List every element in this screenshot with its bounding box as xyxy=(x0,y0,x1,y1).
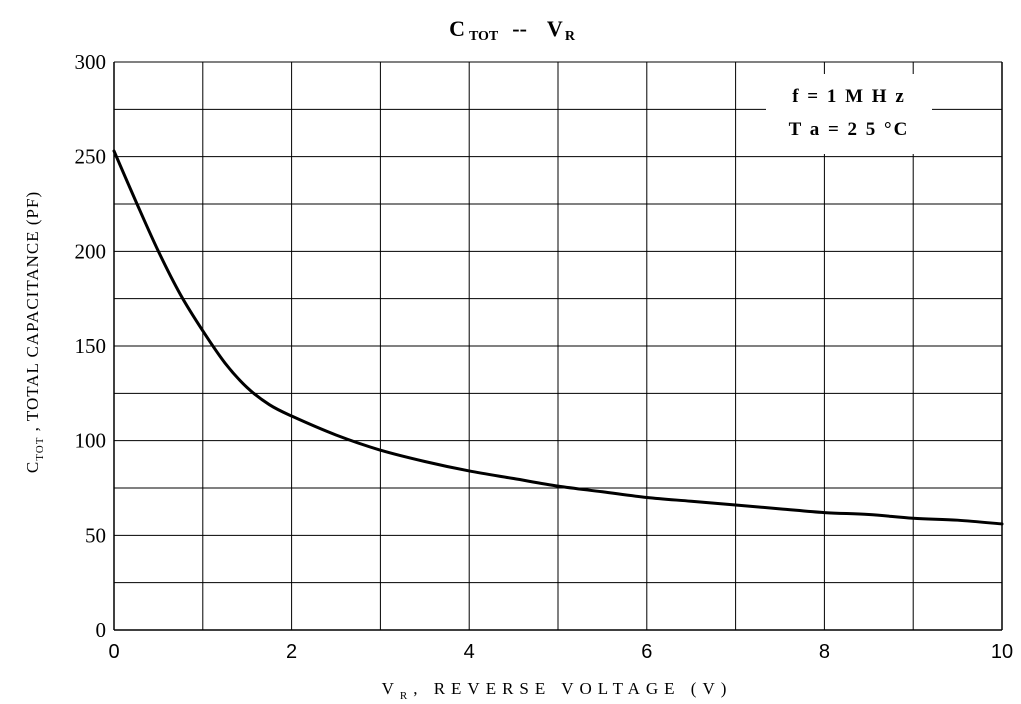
title-vr-sub: R xyxy=(565,29,576,44)
x-axis-label-v: V xyxy=(382,679,400,698)
series-line-0 xyxy=(112,149,1004,526)
y-axis-label: CTOT , TOTAL CAPACITANCE (PF) xyxy=(23,191,46,473)
y-tick-label: 250 xyxy=(75,145,107,169)
y-tick-label: 150 xyxy=(75,334,107,358)
annotation-temperature: T a = 2 5 °C xyxy=(789,119,910,140)
annotation-box xyxy=(766,74,932,154)
x-axis-label-rest: , REVERSE VOLTAGE (V) xyxy=(413,679,732,698)
y-tick-label: 100 xyxy=(75,429,107,453)
title-vr: V xyxy=(547,16,563,41)
y-axis-label-rest: , TOTAL CAPACITANCE (PF) xyxy=(23,191,42,437)
y-axis-label-c: C xyxy=(23,461,42,473)
x-tick-label: 8 xyxy=(819,641,830,663)
x-axis-label: VR, REVERSE VOLTAGE (V) xyxy=(382,679,733,702)
y-axis-label-sub: TOT xyxy=(34,437,46,461)
chart-title: C TOT -- V R xyxy=(449,16,576,44)
x-tick-label: 10 xyxy=(991,641,1013,663)
title-ctot: C xyxy=(449,16,465,41)
x-tick-label: 2 xyxy=(286,641,297,663)
x-axis-label-sub: R xyxy=(400,690,413,702)
title-ctot-sub: TOT xyxy=(469,29,499,44)
x-tick-label: 4 xyxy=(464,641,475,663)
annotation-frequency: f = 1 M H z xyxy=(792,86,906,107)
y-tick-label: 300 xyxy=(75,50,107,74)
title-separator: -- xyxy=(512,16,527,41)
curve-layer xyxy=(112,149,1004,526)
x-tick-label: 6 xyxy=(641,641,652,663)
y-tick-label: 0 xyxy=(96,618,107,642)
y-tick-label: 50 xyxy=(85,523,106,547)
y-tick-label: 200 xyxy=(75,239,107,263)
x-tick-label: 0 xyxy=(108,641,119,663)
